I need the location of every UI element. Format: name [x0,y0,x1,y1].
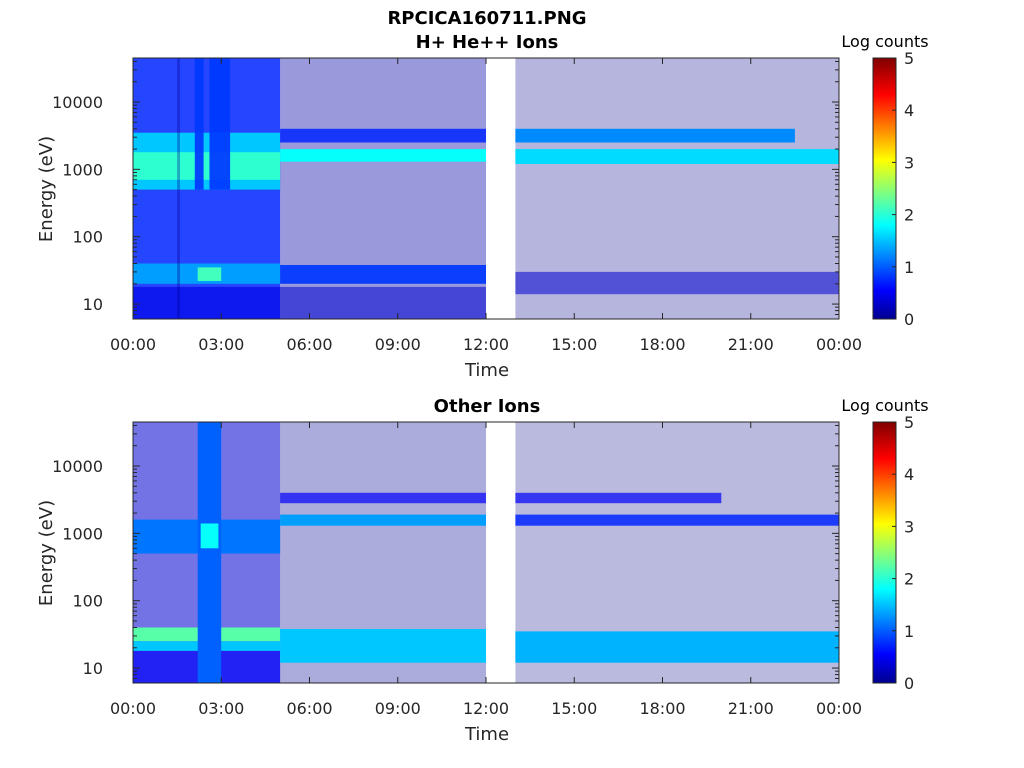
colorbar-tick-label: 5 [904,49,914,68]
heatmap-band [515,492,722,504]
heatmap-band [515,514,839,526]
x-tick-label: 00:00 [110,699,156,718]
heatmap-band [197,267,222,281]
heatmap-band [515,631,839,663]
heatmap-band [133,286,281,319]
colorbar-tick-label: 2 [904,570,914,589]
x-tick-label: 06:00 [286,699,332,718]
x-ticks: 00:00 03:00 06:00 09:00 12:00 15:00 18:00 21:00… [110,58,862,354]
x-tick-label: 15:00 [551,335,597,354]
colorbar-tick-label: 3 [904,517,914,536]
panel-title: H+ He++ Ions [416,32,559,53]
x-tick-label: 21:00 [728,335,774,354]
x-axis-label: Time [464,360,509,381]
heatmap-band [280,128,486,143]
x-tick-label: 09:00 [375,335,421,354]
x-tick-label: 00:00 [110,335,156,354]
y-tick-label: 10 [83,659,103,678]
colorbar-tick-label: 1 [904,622,914,641]
heatmap-spike [200,523,219,549]
heatmap-layer [133,422,839,683]
heatmap-band [133,152,281,180]
colorbar-tick-label: 4 [904,465,914,484]
x-ticks: 00:00 03:00 06:00 09:00 12:00 15:00 18:00 21:00… [110,422,862,718]
colorbar [872,57,897,320]
x-tick-label: 03:00 [198,335,244,354]
y-ticks: 10 100 1000 10000 [52,60,839,320]
y-tick-label: 100 [72,592,103,611]
x-tick-label: 09:00 [375,699,421,718]
x-tick-label: 00:00 [816,335,862,354]
heatmap-band [515,149,839,164]
x-tick-label: 18:00 [639,335,685,354]
heatmap-spike [194,58,204,190]
colorbar-tick-label: 0 [904,310,914,329]
panel-other-ions: Other Ions 00:00 03:00 06:00 09:00 12:00 15:0… [36,396,929,745]
colorbar-ticks: 0 1 2 3 4 5 [892,49,914,329]
heatmap-layer [133,58,839,319]
heatmap-band [280,514,486,526]
y-tick-label: 10000 [52,93,103,112]
y-ticks: 10 100 1000 10000 [52,424,839,684]
x-tick-label: 18:00 [639,699,685,718]
colorbar-tick-label: 4 [904,101,914,120]
colorbar-label: Log counts [841,32,928,51]
colorbar [872,421,897,684]
heatmap-band [280,629,486,663]
x-tick-label: 03:00 [198,699,244,718]
y-tick-label: 100 [72,228,103,247]
heatmap-spike [209,58,231,190]
heatmap-band [280,265,486,284]
colorbar-tick-label: 0 [904,674,914,693]
y-tick-label: 1000 [62,160,103,179]
heatmap-band [515,128,795,143]
x-tick-label: 12:00 [463,699,509,718]
panel-hplus-heplus: H+ He++ Ions 00:00 03:00 06:00 09:00 12:00 15… [36,32,929,381]
x-tick-label: 21:00 [728,699,774,718]
heatmap-band [280,149,486,162]
x-axis-label: Time [464,724,509,745]
colorbar-tick-label: 2 [904,206,914,225]
heatmap-band [280,492,486,504]
x-tick-label: 06:00 [286,335,332,354]
x-tick-label: 00:00 [816,699,862,718]
heatmap-band [515,271,839,295]
x-tick-label: 12:00 [463,335,509,354]
heatmap-spike [177,58,180,319]
heatmap-spike [197,422,222,683]
heatmap-band [280,286,486,319]
panel-title: Other Ions [434,396,541,417]
colorbar-tick-label: 5 [904,413,914,432]
y-tick-label: 10000 [52,457,103,476]
colorbar-tick-label: 3 [904,153,914,172]
y-tick-label: 1000 [62,524,103,543]
colorbar-label: Log counts [841,396,928,415]
x-tick-label: 15:00 [551,699,597,718]
figure-title: RPCICA160711.PNG [387,8,586,29]
colorbar-ticks: 0 1 2 3 4 5 [892,413,914,693]
y-axis-label: Energy (eV) [36,500,57,606]
colorbar-tick-label: 1 [904,258,914,277]
y-axis-label: Energy (eV) [36,136,57,242]
y-tick-label: 10 [83,295,103,314]
